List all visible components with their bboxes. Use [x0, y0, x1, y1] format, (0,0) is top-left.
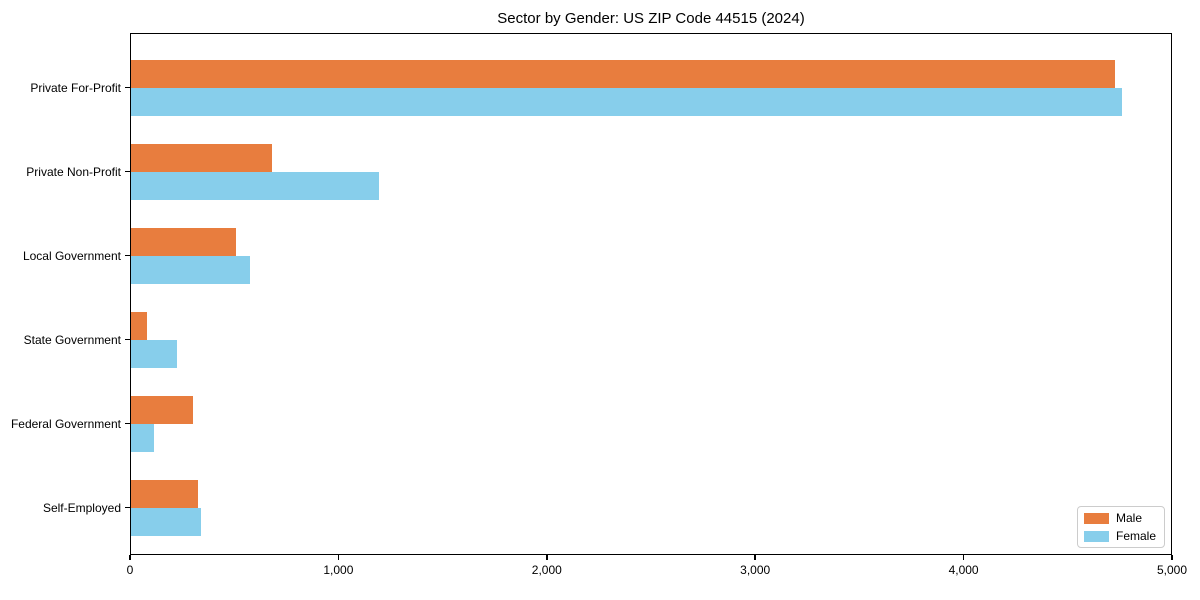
x-tick-label: 4,000 [948, 563, 979, 577]
legend-label-female: Female [1116, 529, 1157, 543]
x-tick-label: 1,000 [323, 563, 354, 577]
x-tick [546, 555, 548, 560]
y-axis-label: State Government [23, 332, 121, 347]
y-axis-label: Self-Employed [42, 500, 121, 515]
bar-female-5 [130, 507, 201, 536]
legend-entry-female: Female [1084, 529, 1158, 543]
bar-male-2 [130, 227, 237, 256]
y-axis-label: Private For-Profit [30, 80, 121, 95]
x-tick [754, 555, 756, 560]
y-tick [125, 254, 130, 257]
y-axis-label: Private Non-Profit [26, 164, 121, 179]
x-tick-label: 5,000 [1156, 563, 1188, 577]
y-axis-label: Federal Government [10, 416, 121, 431]
legend-swatch-male [1084, 512, 1109, 524]
x-tick-label: 2,000 [531, 563, 562, 577]
bar-female-4 [130, 423, 154, 452]
y-tick [125, 506, 130, 509]
bar-male-1 [130, 143, 272, 172]
x-tick [1171, 555, 1173, 560]
y-axis-label: Local Government [22, 248, 121, 263]
legend: Male Female [1077, 506, 1165, 548]
bar-male-0 [130, 59, 1115, 88]
chart-title: Sector by Gender: US ZIP Code 44515 (202… [497, 10, 805, 27]
y-tick [125, 86, 130, 89]
y-tick [125, 170, 130, 173]
y-tick [125, 422, 130, 425]
legend-entry-male: Male [1084, 511, 1158, 525]
x-tick [129, 555, 131, 560]
x-tick [962, 555, 965, 560]
x-tick-label: 0 [126, 563, 134, 577]
legend-label-male: Male [1116, 511, 1143, 525]
legend-swatch-female [1084, 530, 1109, 542]
bar-female-1 [130, 171, 380, 200]
y-tick [125, 338, 130, 341]
bar-male-3 [130, 311, 147, 340]
bar-male-4 [130, 395, 193, 424]
bar-female-0 [130, 87, 1122, 116]
bar-male-5 [130, 479, 198, 508]
bar-female-3 [130, 339, 177, 368]
x-tick [337, 555, 340, 560]
x-tick-label: 3,000 [740, 563, 771, 577]
bar-female-2 [130, 255, 250, 284]
